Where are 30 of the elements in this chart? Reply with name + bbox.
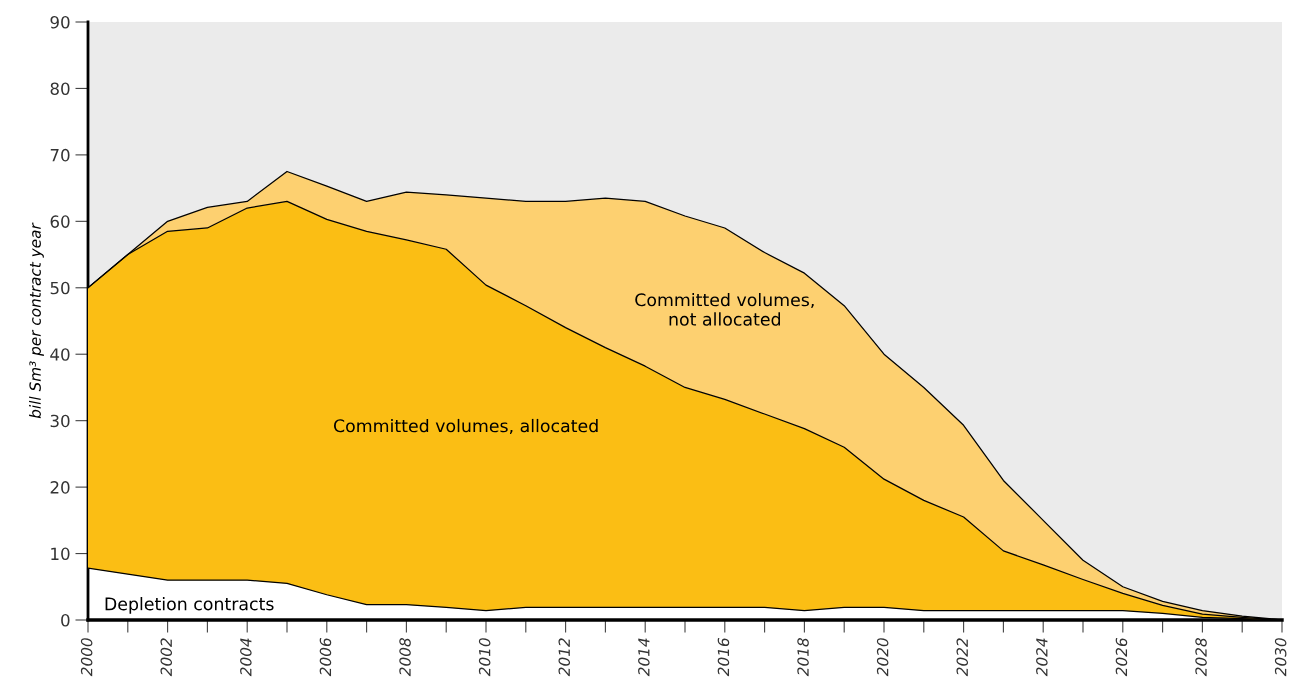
y-tick-label: 60 [50,215,70,228]
x-tick-label: 2018 [797,638,809,677]
x-tick-label: 2024 [1036,638,1048,677]
x-tick-label: 2002 [160,638,173,677]
y-tick-label: 90 [50,15,70,29]
x-tick-label: 2030 [1274,638,1287,677]
y-axis-title: bill Sm³ per contract year [29,222,44,419]
x-tick-label: 2000 [80,638,93,677]
y-tick-label: 10 [51,547,70,561]
series-label: Committed volumes, not allocated [635,292,814,326]
x-tick-label: 2022 [956,638,969,677]
x-tick-label: 2010 [478,638,491,677]
x-tick-label: 2004 [240,638,252,677]
y-tick-label: 70 [50,148,70,162]
y-tick-label: 40 [50,348,70,361]
series-label: Depletion contracts [105,596,274,614]
x-tick-label: 2016 [717,638,730,677]
x-tick-label: 2014 [638,638,650,677]
y-tick-label: 30 [50,414,70,428]
y-tick-label: 50 [50,281,70,295]
y-tick-label: 80 [50,82,70,96]
x-tick-label: 2008 [399,638,411,677]
x-tick-label: 2026 [1115,638,1128,677]
y-tick-label: 20 [50,481,70,494]
x-tick-label: 2012 [558,638,571,677]
x-tick-label: 2006 [319,638,332,677]
x-tick-label: 2028 [1195,638,1207,677]
series-label: Committed volumes, allocated [333,418,598,435]
y-tick-label: 0 [61,613,70,627]
x-tick-label: 2020 [876,638,889,677]
